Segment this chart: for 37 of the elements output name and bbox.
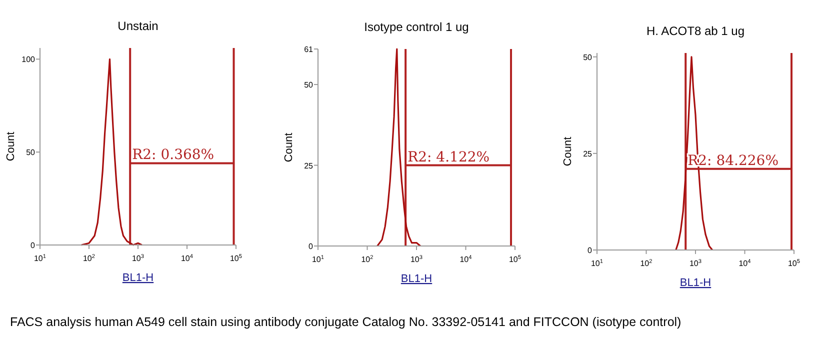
annotation: R2: 4.122% — [408, 149, 490, 166]
y-tick-label: 50 — [304, 80, 314, 90]
x-tick-label: 10$^{2}$ — [640, 259, 652, 268]
x-tick-label: 10$^{5}$ — [788, 259, 800, 268]
y-tick-label: 25 — [304, 161, 314, 170]
x-tick-label: 10$^{2}$ — [82, 254, 96, 263]
chart-title: Isotype control 1 ug — [364, 20, 469, 34]
x-tick-label: 10$^{3}$ — [132, 254, 144, 263]
chart-title: H. ACOT8 ab 1 ug — [646, 24, 745, 38]
y-axis-title: Count — [283, 132, 295, 162]
text: FACS analysis human A549 cell stain using antibody conjugate Catalog No. 33392-05141 and FITCCON (isotype control) — [10, 315, 682, 329]
y-tick-label: 0 — [30, 241, 36, 250]
x-tick-label: 10$^{3}$ — [689, 259, 702, 268]
x-axis-title: BL1-H — [122, 272, 154, 284]
x-tick-label: 10$^{4}$ — [738, 259, 751, 268]
y-tick-label: 0 — [588, 246, 593, 255]
y-tick-label: 25 — [583, 149, 593, 158]
annotation: R2: 0.368% — [132, 147, 214, 164]
y-tick-label: 0 — [308, 242, 314, 251]
x-tick-label: 10$^{4}$ — [460, 255, 472, 264]
x-tick-label: 10$^{2}$ — [361, 255, 374, 264]
x-tick-label: 10$^{1}$ — [590, 259, 604, 268]
x-tick-label: 10$^{5}$ — [508, 255, 522, 264]
chart-title: Unstain — [118, 19, 158, 33]
x-axis-title: BL1-H — [680, 277, 712, 289]
x-axis-title: BL1-H — [400, 273, 432, 285]
y-tick-label: 50 — [583, 52, 593, 62]
y-tick-label: 50 — [26, 148, 36, 158]
x-tick-label: 10$^{4}$ — [180, 254, 194, 263]
x-tick-label: 10$^{5}$ — [230, 254, 242, 263]
y-tick-label: 100 — [22, 55, 36, 64]
y-axis-title: Count — [5, 132, 17, 162]
x-tick-label: 10$^{3}$ — [410, 255, 423, 264]
y-axis-title: Count — [562, 136, 574, 166]
y-tick-label: 61 — [304, 45, 314, 54]
x-tick-label: 10$^{1}$ — [312, 255, 324, 264]
x-tick-label: 10$^{1}$ — [34, 254, 46, 263]
